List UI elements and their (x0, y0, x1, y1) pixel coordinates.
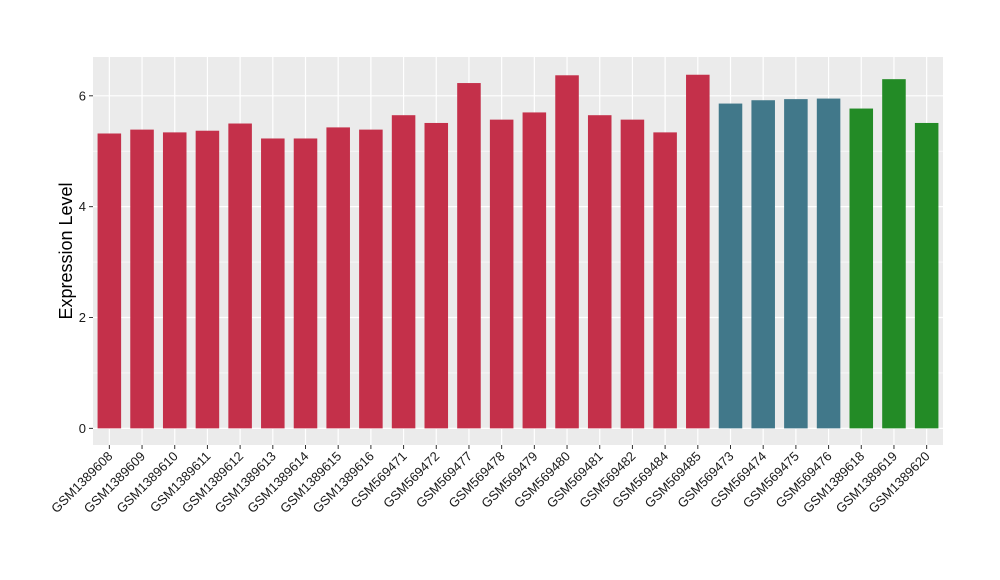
bar-gsm1389611 (195, 130, 220, 429)
bar-gsm569471 (391, 115, 416, 429)
bar-gsm569479 (522, 112, 547, 429)
y-axis: 0 2 4 6 (79, 88, 93, 436)
bar-gsm1389620 (914, 122, 939, 429)
y-tick-label: 2 (79, 310, 86, 325)
bar-gsm1389610 (162, 132, 187, 429)
bar-gsm1389614 (293, 138, 318, 429)
bar-gsm569482 (620, 119, 645, 429)
bar-gsm569484 (653, 132, 677, 429)
bar-gsm569477 (457, 83, 481, 429)
y-tick-label: 4 (79, 199, 86, 214)
y-tick-label: 0 (79, 421, 86, 436)
bar-gsm569478 (489, 119, 514, 429)
y-tick-label: 6 (79, 88, 86, 103)
bar-gsm569474 (751, 100, 775, 429)
y-axis-title: Expression Level (56, 182, 76, 319)
bar-gsm569473 (718, 103, 743, 429)
bar-gsm569485 (686, 74, 710, 429)
x-axis: GSM1389608GSM1389609GSM1389610GSM1389611… (48, 445, 933, 516)
bar-gsm1389608 (97, 133, 122, 429)
bar-gsm1389616 (359, 129, 383, 429)
bar-gsm569481 (587, 115, 612, 429)
bar-gsm1389619 (882, 79, 906, 429)
bar-gsm1389613 (261, 138, 285, 429)
bar-gsm1389618 (849, 108, 874, 429)
bar-gsm1389615 (326, 127, 350, 429)
bar-gsm569472 (424, 122, 449, 429)
bar-gsm569480 (555, 75, 579, 429)
bar-gsm569476 (816, 98, 841, 429)
plot-panel (93, 57, 943, 445)
bar-gsm1389612 (228, 123, 252, 429)
bar-gsm1389609 (130, 129, 154, 429)
bars-layer (97, 74, 939, 429)
bar-gsm569475 (784, 99, 808, 429)
